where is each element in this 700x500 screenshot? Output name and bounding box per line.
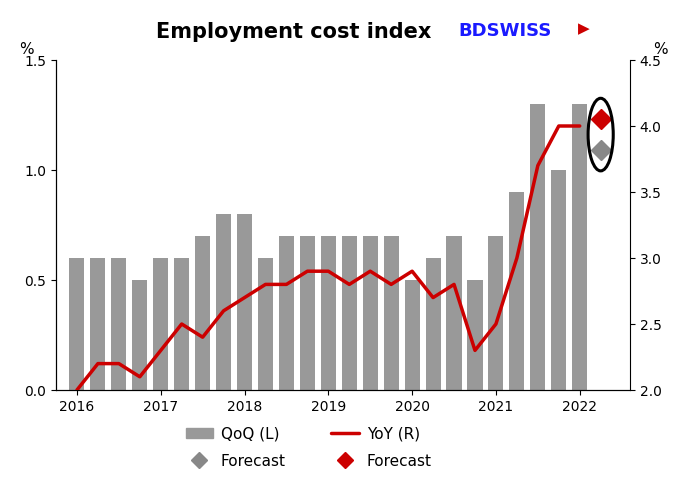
Bar	[153, 258, 168, 390]
Bar	[237, 214, 252, 390]
Bar	[384, 236, 399, 390]
Bar	[572, 104, 587, 390]
Bar	[132, 280, 147, 390]
Bar	[363, 236, 378, 390]
Bar	[531, 104, 545, 390]
Legend: QoQ (L), Forecast, YoY (R), Forecast: QoQ (L), Forecast, YoY (R), Forecast	[179, 420, 438, 475]
Bar	[489, 236, 503, 390]
Bar	[447, 236, 461, 390]
Bar	[551, 170, 566, 390]
Bar	[216, 214, 231, 390]
Text: %: %	[653, 42, 668, 56]
Bar	[258, 258, 273, 390]
Bar	[468, 280, 482, 390]
Text: %: %	[19, 42, 34, 56]
Bar	[174, 258, 189, 390]
Bar	[195, 236, 210, 390]
Bar	[279, 236, 294, 390]
Bar	[510, 192, 524, 390]
Bar	[426, 258, 440, 390]
Text: Employment cost index: Employment cost index	[156, 22, 432, 42]
Bar	[405, 280, 420, 390]
Text: ▶: ▶	[578, 21, 589, 36]
Bar	[90, 258, 106, 390]
Bar	[342, 236, 357, 390]
Bar	[111, 258, 127, 390]
Text: BDSWISS: BDSWISS	[458, 22, 552, 40]
Bar	[321, 236, 336, 390]
Bar	[69, 258, 85, 390]
Bar	[300, 236, 315, 390]
